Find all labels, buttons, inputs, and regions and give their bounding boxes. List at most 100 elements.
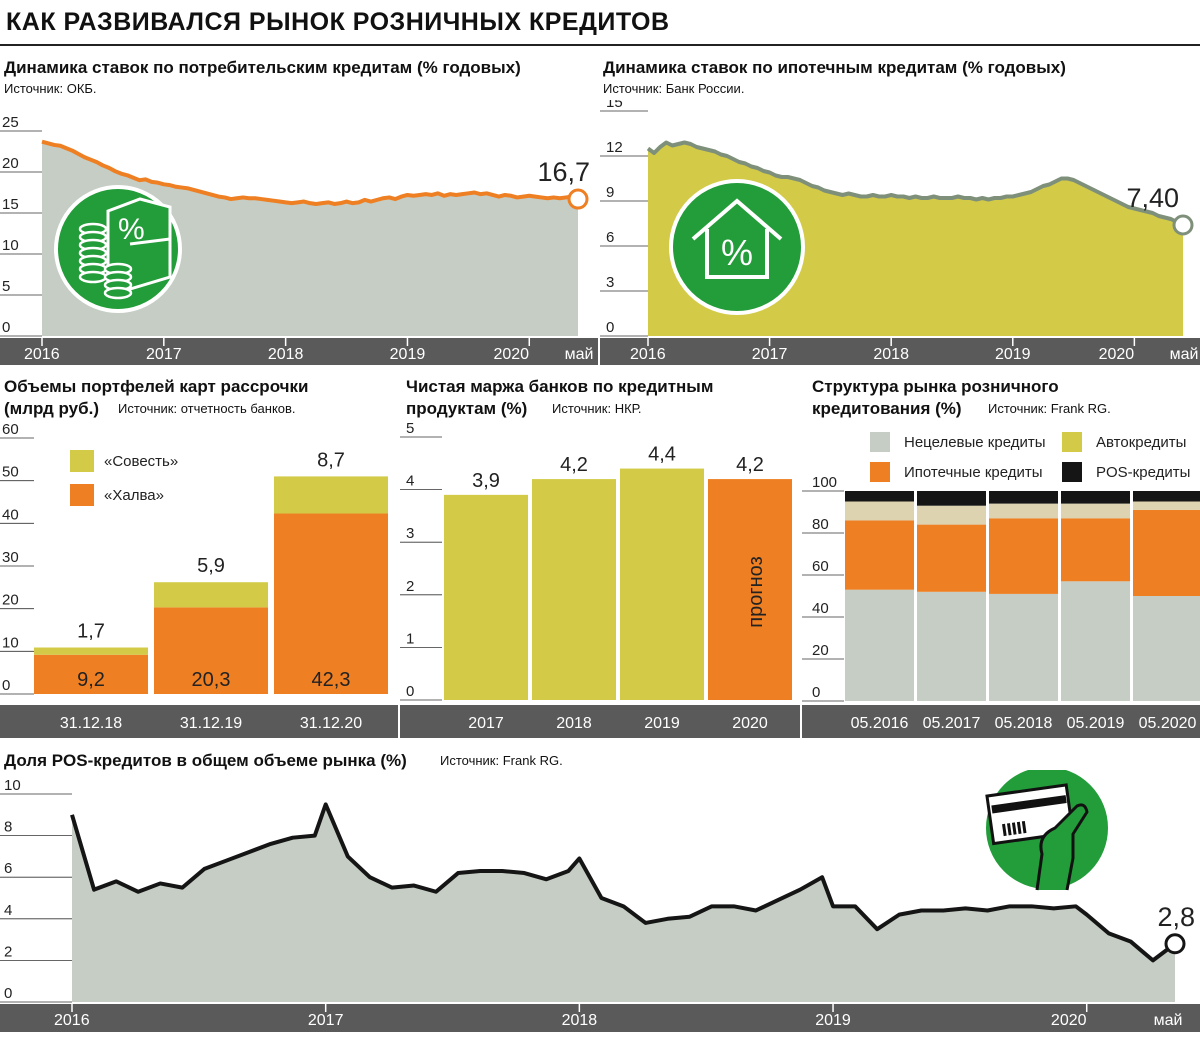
- area-fill: [72, 804, 1175, 1002]
- legend-label: POS-кредиты: [1096, 464, 1190, 481]
- y-tick-label: 0: [2, 677, 10, 694]
- y-tick-label: 2: [4, 943, 12, 960]
- bar-label-sovest: 5,9: [197, 555, 225, 577]
- structure-segment: [917, 505, 986, 525]
- y-tick-label: 20: [812, 642, 829, 659]
- y-tick-label: 0: [812, 684, 820, 701]
- series-line: [646, 140, 1184, 227]
- y-tick-label: 3: [406, 525, 414, 542]
- x-tick-label: 05.2016: [851, 715, 909, 732]
- x-tick-label: 2020: [1099, 346, 1135, 363]
- y-tick-label: 6: [4, 860, 12, 877]
- margin-bar-label: 4,4: [648, 444, 676, 466]
- structure-segment: [1061, 491, 1130, 504]
- forecast-label: прогноз: [745, 556, 767, 627]
- x-tick-label: 2017: [468, 715, 504, 732]
- y-tick-label: 5: [2, 278, 10, 295]
- structure-segment: [845, 501, 914, 521]
- x-tick-label: 2020: [1051, 1012, 1087, 1029]
- x-tick-label: 05.2017: [923, 715, 981, 732]
- structure-segment: [989, 503, 1058, 519]
- y-tick-label: 100: [812, 474, 837, 491]
- y-tick-label: 1: [406, 630, 414, 647]
- bar-label-halva: 20,3: [192, 669, 231, 691]
- title-rule: [0, 44, 1200, 46]
- structure-segment: [917, 524, 986, 592]
- y-tick-label: 9: [606, 184, 614, 201]
- margin-bar-label: 3,9: [472, 470, 500, 492]
- structure-segment: [1061, 518, 1130, 582]
- y-tick-label: 60: [812, 558, 829, 575]
- pos-chart: 10 8 6 4 2 0 2,8 2016 2017 2018 2019 2020 май: [0, 770, 1200, 1032]
- x-tick-label: 2018: [268, 346, 304, 363]
- consumer-source: Источник: ОКБ.: [4, 81, 97, 96]
- structure-segment: [917, 591, 986, 701]
- margin-bar-label: 4,2: [560, 454, 588, 476]
- structure-segment: [917, 491, 986, 506]
- x-axis-band: [0, 1004, 1200, 1032]
- y-tick-label: 6: [606, 229, 614, 246]
- x-tick-label: май: [1170, 346, 1199, 363]
- x-tick-label: 2016: [54, 1012, 90, 1029]
- y-tick-label: 5: [406, 420, 414, 437]
- margin-chart: 5 4 3 2 1 0 3,9 4,2 4,4 4,2 прогноз 2017 2018 2019 202…: [400, 420, 800, 738]
- x-tick-label: май: [1154, 1012, 1183, 1029]
- x-tick-label: 31.12.19: [180, 715, 242, 732]
- structure-segment: [989, 491, 1058, 504]
- x-axis-band: [802, 705, 1200, 738]
- x-tick-label: 2019: [390, 346, 426, 363]
- x-tick-label: 31.12.20: [300, 715, 362, 732]
- x-tick-label: 05.2020: [1139, 715, 1197, 732]
- structure-segment: [845, 520, 914, 590]
- pos-source: Источник: Frank RG.: [440, 753, 563, 768]
- y-tick-label: 12: [606, 139, 623, 156]
- x-axis-band: [400, 705, 800, 738]
- y-tick-label: 2: [406, 578, 414, 595]
- y-tick-label: 15: [606, 100, 623, 111]
- margin-title: Чистая маржа банков по кредитным: [406, 377, 714, 396]
- y-tick-label: 20: [2, 155, 19, 172]
- cards-title: Объемы портфелей карт рассрочки: [4, 377, 309, 396]
- structure-source: Источник: Frank RG.: [988, 401, 1111, 416]
- y-tick-label: 3: [606, 274, 614, 291]
- bar-sovest: [274, 476, 388, 514]
- x-tick-label: 05.2019: [1067, 715, 1125, 732]
- x-tick-label: 2020: [732, 715, 768, 732]
- card-hand-icon: [982, 770, 1112, 893]
- structure-segment: [989, 593, 1058, 701]
- legend-label-sovest: «Совесть»: [104, 453, 178, 470]
- margin-title-unit: продуктам (%): [406, 399, 528, 418]
- y-tick-label: 0: [4, 985, 12, 1002]
- structure-title-unit: кредитования (%): [812, 399, 962, 418]
- mortgage-title: Динамика ставок по ипотечным кредитам (%…: [603, 58, 1066, 77]
- bar-sovest: [34, 647, 148, 655]
- x-tick-label: 2020: [493, 346, 529, 363]
- y-tick-label: 20: [2, 592, 19, 609]
- x-tick-label: 2019: [815, 1012, 851, 1029]
- main-title: КАК РАЗВИВАЛСЯ РЫНОК РОЗНИЧНЫХ КРЕДИТОВ: [6, 8, 670, 36]
- x-axis-band: [600, 338, 1200, 365]
- area-fill: [42, 141, 578, 336]
- margin-bar: [708, 479, 792, 700]
- structure-segment: [1133, 509, 1200, 596]
- structure-title: Структура рынка розничного: [812, 377, 1059, 396]
- last-point-marker: [567, 188, 589, 210]
- y-tick-label: 25: [2, 114, 19, 131]
- cards-source: Источник: отчетность банков.: [118, 401, 296, 416]
- mortgage-chart: 15 12 9 6 3 0 7,40 2016 2017 2018 2019 2020 май%: [600, 100, 1200, 365]
- x-tick-label: 05.2018: [995, 715, 1053, 732]
- consumer-chart: 25 20 15 10 5 0 16,7 2016 2017 2018 2019 2020 май%: [0, 114, 598, 365]
- cards-chart: 60 50 40 30 20 10 0 9,2 1,7 20,3 5,9 42,3 8,7 «Совест…: [0, 421, 398, 738]
- consumer-title: Динамика ставок по потребительским креди…: [4, 58, 521, 77]
- bar-label-halva: 42,3: [312, 669, 351, 691]
- legend-swatch-sovest: [70, 450, 94, 472]
- series-line: [41, 139, 579, 206]
- structure-segment: [989, 518, 1058, 594]
- svg-text:%: %: [118, 213, 145, 246]
- legend-swatch: [870, 432, 890, 452]
- last-value-label: 7,40: [1126, 183, 1179, 213]
- structure-segment: [845, 491, 914, 502]
- legend-swatch: [1062, 462, 1082, 482]
- x-tick-label: 2017: [146, 346, 182, 363]
- y-tick-label: 8: [4, 819, 12, 836]
